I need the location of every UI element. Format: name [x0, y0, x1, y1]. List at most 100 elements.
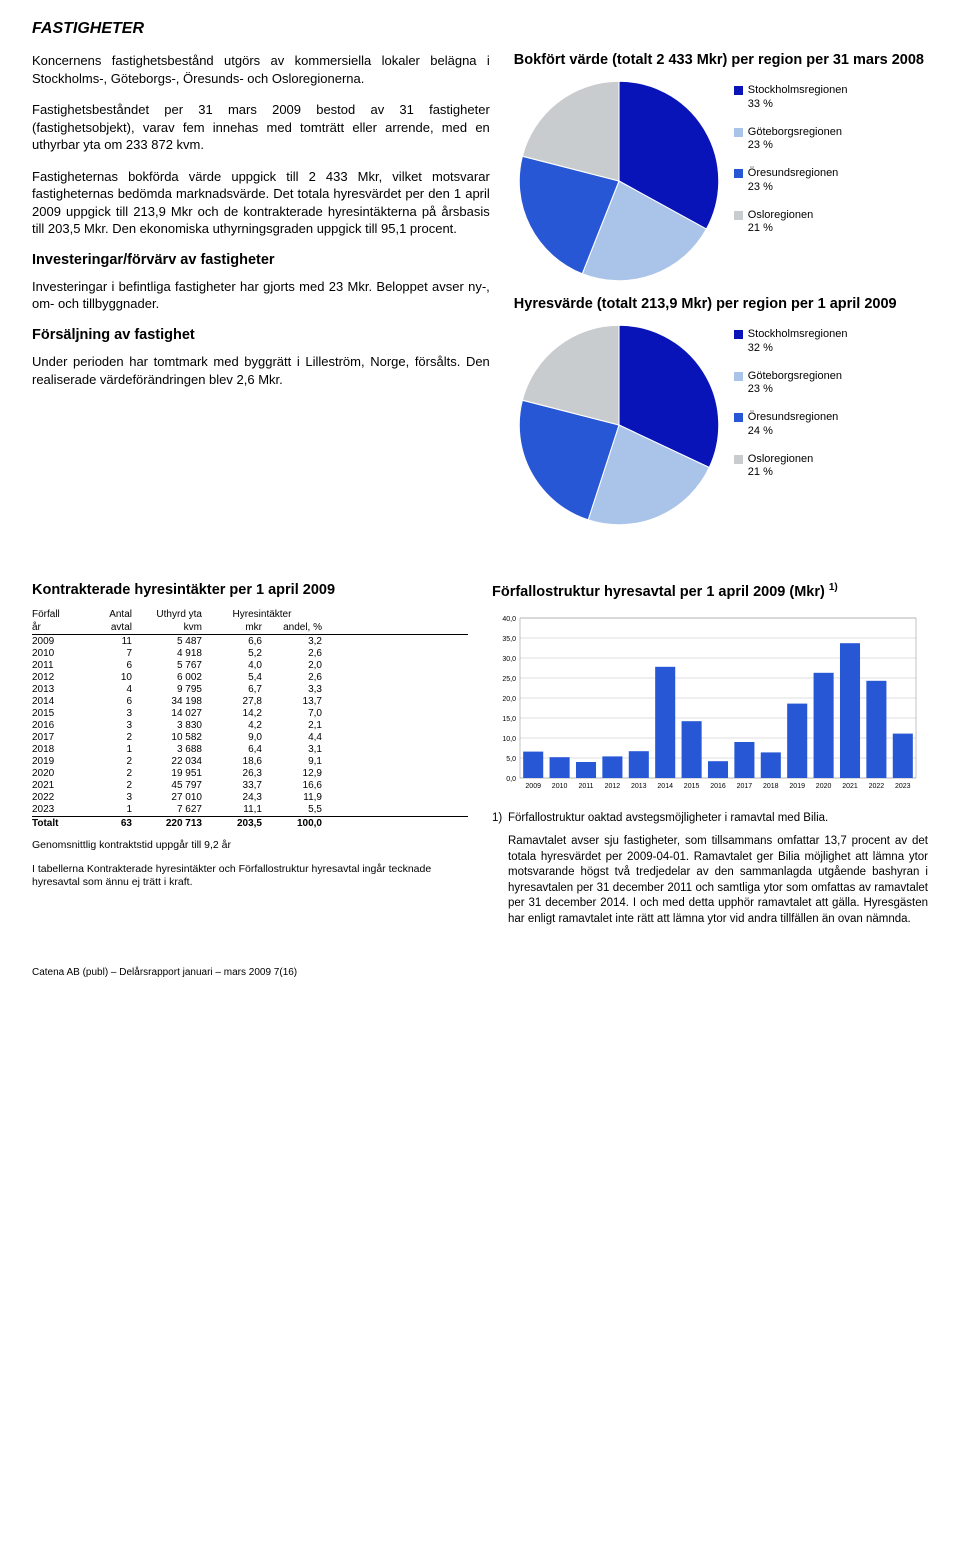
td: 203,5	[202, 817, 262, 829]
legend-swatch	[734, 413, 743, 422]
legend-item: Stockholmsregionen33 %	[734, 84, 848, 112]
th: andel, %	[262, 621, 322, 634]
legend-swatch	[734, 372, 743, 381]
svg-text:20,0: 20,0	[502, 696, 516, 703]
td: 6	[82, 695, 132, 707]
td: 2012	[32, 671, 82, 683]
td: 2	[82, 731, 132, 743]
td: 12,9	[262, 767, 322, 779]
svg-text:35,0: 35,0	[502, 636, 516, 643]
legend-item: Öresundsregionen24 %	[734, 411, 848, 439]
td: 10	[82, 671, 132, 683]
table-row: 2020219 95126,312,9	[32, 767, 468, 779]
td: 45 797	[132, 779, 202, 791]
td: 5 487	[132, 635, 202, 647]
table-row: 2012106 0025,42,6	[32, 671, 468, 683]
svg-text:2012: 2012	[605, 783, 621, 790]
legend-label: Göteborgsregionen23 %	[748, 370, 842, 398]
td: 27 010	[132, 791, 202, 803]
svg-text:2018: 2018	[763, 783, 779, 790]
table-row: 2022327 01024,311,9	[32, 791, 468, 803]
th: Uthyrd yta	[132, 608, 202, 621]
td: 100,0	[262, 817, 322, 829]
td: 2	[82, 755, 132, 767]
td: 9,0	[202, 731, 262, 743]
svg-text:25,0: 25,0	[502, 676, 516, 683]
td: 19 951	[132, 767, 202, 779]
pie-svg	[514, 320, 724, 530]
td: 11,1	[202, 803, 262, 815]
td: 22 034	[132, 755, 202, 767]
table-title: Kontrakterade hyresintäkter per 1 april …	[32, 582, 468, 598]
table-row: 201165 7674,02,0	[32, 659, 468, 671]
table-row: 2015314 02714,27,0	[32, 707, 468, 719]
svg-text:2009: 2009	[525, 783, 541, 790]
table-row: 201349 7956,73,3	[32, 683, 468, 695]
td: 3,3	[262, 683, 322, 695]
td: 2021	[32, 779, 82, 791]
bar-title-text: Förfallostruktur hyresavtal per 1 april …	[492, 584, 825, 600]
td: 6 002	[132, 671, 202, 683]
legend-swatch	[734, 211, 743, 220]
table-header-row1: Förfall Antal Uthyrd yta Hyresintäkter	[32, 608, 468, 621]
text-column: Koncernens fastighetsbestånd utgörs av k…	[32, 52, 490, 540]
paragraph: Under perioden har tomtmark med byggrätt…	[32, 353, 490, 388]
td: 1	[82, 803, 132, 815]
pie-chart-2: Hyresvärde (totalt 213,9 Mkr) per region…	[514, 296, 928, 530]
td: 2	[82, 767, 132, 779]
page-footer: Catena AB (publ) – Delårsrapport januari…	[32, 967, 928, 978]
td: 27,8	[202, 695, 262, 707]
th: kvm	[132, 621, 202, 634]
svg-text:2020: 2020	[816, 783, 832, 790]
td: 18,6	[202, 755, 262, 767]
td: 2023	[32, 803, 82, 815]
svg-text:0,0: 0,0	[506, 776, 516, 783]
td: 5 767	[132, 659, 202, 671]
legend-item: Öresundsregionen23 %	[734, 167, 848, 195]
table-header-row2: år avtal kvm mkr andel, %	[32, 621, 468, 635]
svg-text:2022: 2022	[869, 783, 885, 790]
pie-legend: Stockholmsregionen33 %Göteborgsregionen2…	[734, 76, 848, 236]
td: 2010	[32, 647, 82, 659]
page-title: FASTIGHETER	[32, 20, 928, 38]
table-row: 2014634 19827,813,7	[32, 695, 468, 707]
paragraph: Investeringar i befintliga fastigheter h…	[32, 278, 490, 313]
td: 13,7	[262, 695, 322, 707]
legend-item: Stockholmsregionen32 %	[734, 328, 848, 356]
td: Totalt	[32, 817, 82, 829]
td: 6,4	[202, 743, 262, 755]
bar-title-sup: 1)	[829, 582, 838, 593]
table-row: 201633 8304,22,1	[32, 719, 468, 731]
td: 34 198	[132, 695, 202, 707]
legend-swatch	[734, 128, 743, 137]
svg-text:2021: 2021	[842, 783, 858, 790]
td: 2,6	[262, 647, 322, 659]
svg-text:2015: 2015	[684, 783, 700, 790]
td: 220 713	[132, 817, 202, 829]
charts-column: Bokfört värde (totalt 2 433 Mkr) per reg…	[514, 52, 928, 540]
th: mkr	[202, 621, 262, 634]
table-body: 2009115 4876,63,2201074 9185,22,6201165 …	[32, 635, 468, 815]
legend-label: Stockholmsregionen33 %	[748, 84, 848, 112]
legend-label: Öresundsregionen24 %	[748, 411, 839, 439]
td: 16,6	[262, 779, 322, 791]
svg-text:15,0: 15,0	[502, 716, 516, 723]
pie-legend: Stockholmsregionen32 % Göteborgsregionen2…	[734, 320, 848, 480]
lower-columns: Kontrakterade hyresintäkter per 1 april …	[32, 580, 928, 927]
td: 4,0	[202, 659, 262, 671]
td: 14 027	[132, 707, 202, 719]
td: 2022	[32, 791, 82, 803]
legend-label: Osloregionen21 %	[748, 453, 813, 481]
svg-text:2023: 2023	[895, 783, 911, 790]
legend-item: Osloregionen21 %	[734, 209, 848, 237]
svg-text:2016: 2016	[710, 783, 726, 790]
table-total-row: Totalt 63 220 713 203,5 100,0	[32, 816, 468, 829]
legend-label: Öresundsregionen23 %	[748, 167, 839, 195]
footnote-number: 1)	[492, 811, 508, 827]
table-row: 2017210 5829,04,4	[32, 731, 468, 743]
bar-footnote-1: 1)Förfallostruktur oaktad avstegsmöjligh…	[492, 811, 928, 827]
td: 2013	[32, 683, 82, 695]
td: 2011	[32, 659, 82, 671]
table-section: Kontrakterade hyresintäkter per 1 april …	[32, 580, 468, 927]
td: 1	[82, 743, 132, 755]
